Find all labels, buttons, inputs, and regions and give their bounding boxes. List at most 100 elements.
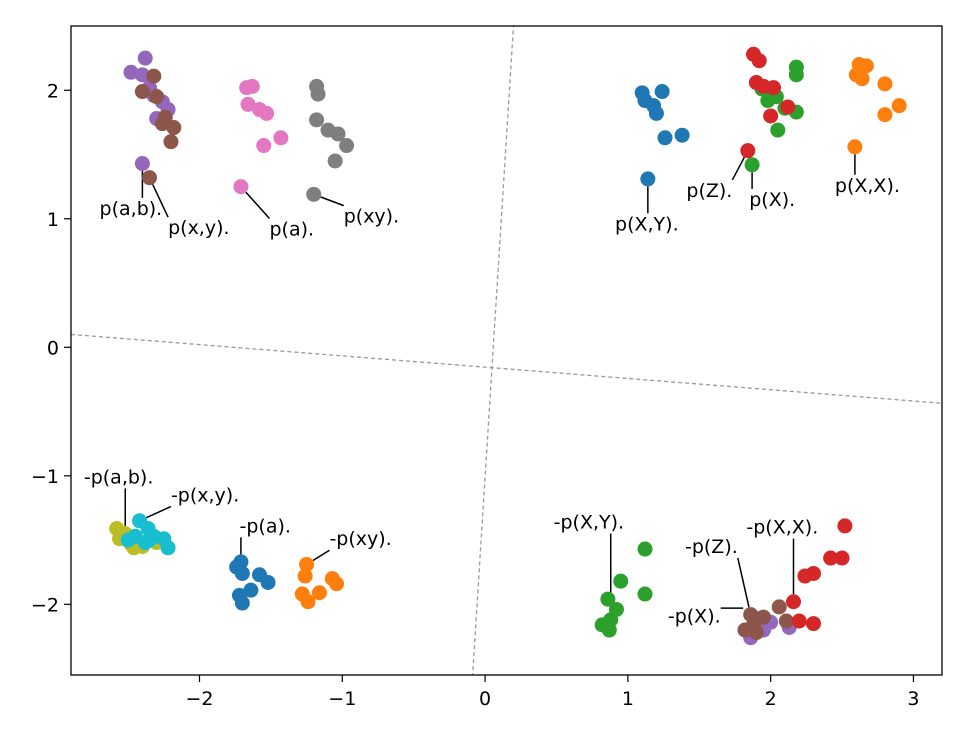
point [120, 532, 136, 548]
reference-line-0 [471, 26, 515, 675]
point [134, 156, 150, 172]
point [327, 153, 343, 169]
point [763, 108, 779, 124]
series-10 [229, 554, 276, 611]
y-tick-label: 1 [47, 209, 59, 231]
series-9 [120, 513, 176, 556]
x-tick-label: −1 [328, 688, 356, 710]
annotation-label: -p(X). [668, 605, 721, 627]
point [877, 107, 893, 123]
point [273, 130, 289, 146]
series-15 [786, 518, 853, 632]
point [306, 186, 322, 202]
point [234, 565, 250, 581]
reference-lines [71, 26, 942, 675]
point [786, 594, 802, 610]
point [744, 157, 760, 173]
y-tick-label: −1 [31, 466, 59, 488]
series-14 [737, 599, 794, 641]
point [339, 138, 355, 154]
point [243, 582, 259, 598]
series-4 [634, 84, 690, 187]
x-tick-label: 0 [479, 688, 491, 710]
point [766, 80, 782, 96]
point [233, 179, 249, 195]
point [637, 541, 653, 557]
annotation-leader [731, 156, 745, 181]
point [877, 76, 893, 92]
point [797, 568, 813, 584]
point [640, 171, 656, 187]
annotation-label: -p(X,X). [746, 517, 818, 539]
annotation-label: -p(Z). [685, 536, 738, 558]
point [149, 89, 165, 105]
point [613, 573, 629, 589]
point [142, 170, 158, 186]
point [891, 98, 907, 114]
y-tick-label: 0 [47, 337, 59, 359]
annotation-label: -p(xy). [329, 528, 391, 550]
point [146, 68, 162, 84]
point [780, 99, 796, 115]
annotation-label: -p(a,b). [84, 467, 154, 489]
annotation-label: p(Z). [686, 180, 732, 202]
annotation-label: -p(x,y). [171, 485, 239, 507]
annotation-label: p(X,Y). [615, 213, 679, 235]
annotation-label: -p(X,Y). [554, 511, 624, 533]
point [154, 116, 170, 132]
annotation-label: p(X). [749, 189, 795, 211]
series-2 [233, 78, 289, 195]
point [140, 520, 156, 536]
point [751, 53, 767, 69]
y-tick-label: −2 [31, 594, 59, 616]
series-3 [306, 78, 355, 202]
point [791, 613, 807, 629]
point [740, 143, 756, 159]
point [788, 67, 804, 83]
point [256, 138, 272, 154]
series-6 [740, 46, 796, 159]
point [654, 84, 670, 100]
annotation-leader [312, 549, 330, 562]
point [748, 625, 764, 641]
y-tick-label: 2 [47, 80, 59, 102]
point [134, 84, 150, 100]
series-11 [294, 556, 345, 610]
point [239, 80, 255, 96]
point [854, 71, 870, 87]
point [858, 58, 874, 74]
point [771, 599, 787, 615]
point [637, 586, 653, 602]
annotation-label: p(X,X). [835, 175, 900, 197]
point [297, 568, 313, 584]
annotation-label: p(x,y). [168, 217, 229, 239]
point [760, 93, 776, 109]
annotation-leader [152, 184, 169, 218]
point [737, 622, 753, 638]
point [657, 130, 673, 146]
point [123, 64, 139, 80]
point [234, 595, 250, 611]
point [330, 126, 346, 142]
annotation-leader [245, 191, 271, 219]
point [834, 550, 850, 566]
point [847, 139, 863, 155]
annotation-label: p(a). [269, 218, 314, 240]
point [309, 112, 325, 128]
annotation-leader [320, 196, 344, 207]
annotation-label: -p(a). [239, 515, 290, 537]
point [160, 540, 176, 556]
x-tick-label: −2 [186, 688, 214, 710]
series-7 [847, 57, 907, 155]
point [674, 127, 690, 143]
annotation-labels: p(a,b).p(x,y). p(a). p(xy). p(X,Y). p(Z). p(X… [84, 175, 900, 628]
series-1 [134, 68, 182, 186]
point [823, 550, 839, 566]
x-axis: −2 −1 0 1 2 3 [186, 675, 919, 710]
point [240, 96, 256, 112]
point [601, 622, 617, 638]
y-axis: −2 −1 0 1 2 [31, 80, 71, 616]
point [837, 518, 853, 534]
annotation-label: p(xy). [344, 206, 399, 228]
